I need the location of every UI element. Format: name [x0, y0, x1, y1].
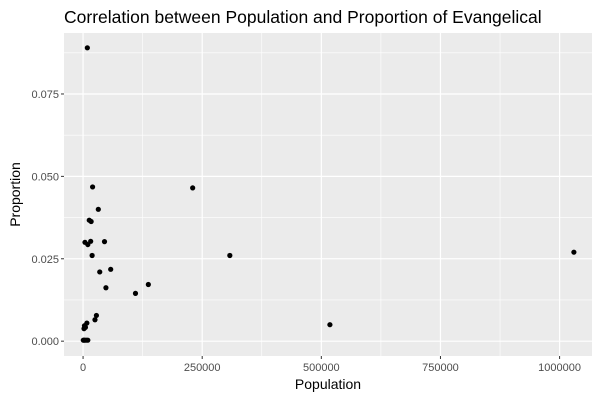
data-point — [84, 45, 90, 51]
data-points — [80, 45, 577, 343]
y-tick-label: 0.000 — [31, 336, 59, 348]
data-point — [89, 184, 96, 190]
y-tick-label: 0.050 — [31, 171, 59, 183]
grid-minor — [64, 33, 592, 356]
y-axis-title: Proportion — [7, 162, 23, 227]
x-axis-title: Population — [295, 376, 361, 392]
data-point — [85, 337, 91, 343]
x-tick-label: 500000 — [303, 362, 340, 374]
plot-panel — [64, 33, 592, 356]
data-point — [88, 238, 94, 244]
data-point — [145, 281, 151, 288]
data-point — [132, 290, 139, 296]
data-point — [571, 249, 577, 255]
x-tick-label: 750000 — [422, 362, 459, 374]
data-point — [108, 266, 114, 272]
data-point — [97, 269, 103, 275]
chart-title: Correlation between Population and Propo… — [64, 7, 542, 27]
grid-major — [64, 33, 592, 356]
x-axis: 0 250000 500000 750000 1000000 — [80, 356, 581, 374]
data-point — [227, 252, 233, 259]
data-point — [95, 206, 101, 212]
y-tick-label: 0.025 — [31, 254, 59, 266]
y-tick-label: 0.075 — [31, 89, 59, 101]
data-point — [327, 322, 333, 328]
data-point — [89, 252, 95, 259]
data-point — [88, 218, 94, 225]
data-point — [81, 326, 87, 332]
data-point — [103, 285, 109, 291]
data-point — [101, 239, 108, 245]
data-point — [92, 317, 98, 323]
x-tick-label: 1000000 — [538, 362, 581, 374]
data-point — [93, 312, 100, 319]
x-tick-label: 0 — [80, 362, 86, 374]
y-axis: 0.000 0.025 0.050 0.075 — [31, 89, 64, 348]
data-point — [190, 185, 196, 191]
x-tick-label: 250000 — [184, 362, 221, 374]
